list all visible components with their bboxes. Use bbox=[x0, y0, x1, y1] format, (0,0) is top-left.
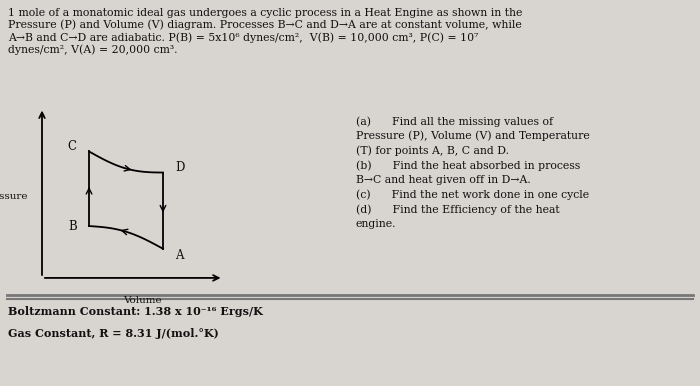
Text: A: A bbox=[176, 249, 184, 262]
Text: Volume: Volume bbox=[123, 296, 162, 305]
Text: 1 mole of a monatomic ideal gas undergoes a cyclic process in a Heat Engine as s: 1 mole of a monatomic ideal gas undergoe… bbox=[8, 8, 522, 55]
Text: Boltzmann Constant: 1.38 x 10⁻¹⁶ Ergs/K: Boltzmann Constant: 1.38 x 10⁻¹⁶ Ergs/K bbox=[8, 306, 262, 317]
Text: Pressure: Pressure bbox=[0, 192, 28, 201]
Text: Gas Constant, R = 8.31 J/(mol.°K): Gas Constant, R = 8.31 J/(mol.°K) bbox=[8, 328, 218, 339]
Text: C: C bbox=[68, 140, 77, 153]
Text: B: B bbox=[68, 220, 76, 232]
Text: D: D bbox=[175, 161, 184, 174]
Text: (a)      Find all the missing values of
Pressure (P), Volume (V) and Temperature: (a) Find all the missing values of Press… bbox=[356, 116, 589, 229]
